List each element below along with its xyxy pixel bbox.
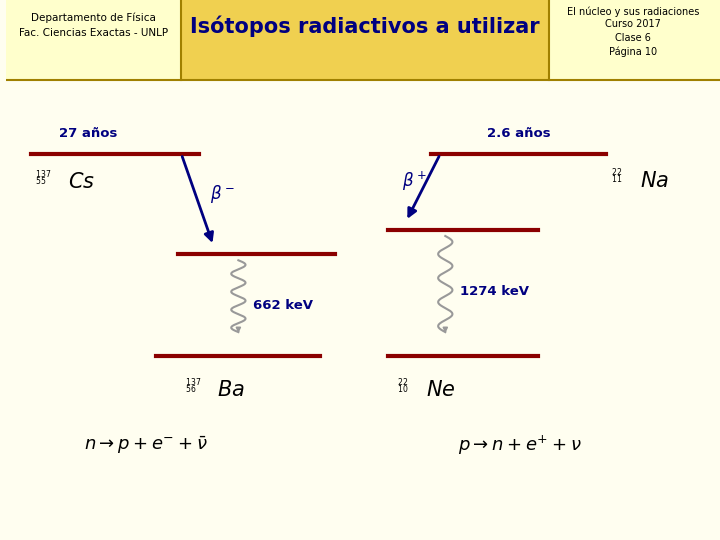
Text: Clase 6: Clase 6 <box>615 33 651 43</box>
Text: $\beta^-$: $\beta^-$ <box>210 184 235 205</box>
Text: $^{22}_{11}$: $^{22}_{11}$ <box>611 167 622 186</box>
Bar <box>6 0 181 80</box>
Bar <box>549 0 720 80</box>
Text: Isótopos radiactivos a utilizar: Isótopos radiactivos a utilizar <box>190 15 540 37</box>
Text: 27 años: 27 años <box>59 127 118 140</box>
Text: Fac. Ciencias Exactas - UNLP: Fac. Ciencias Exactas - UNLP <box>19 29 168 38</box>
Text: 1274 keV: 1274 keV <box>459 285 528 298</box>
Text: $n \rightarrow p + e^{-} + \bar{\nu}$: $n \rightarrow p + e^{-} + \bar{\nu}$ <box>84 435 207 456</box>
Text: $Ba$: $Ba$ <box>217 380 245 401</box>
Text: Departamento de Física: Departamento de Física <box>31 12 156 23</box>
Bar <box>181 0 549 80</box>
Text: $Ne$: $Ne$ <box>426 380 455 401</box>
Text: $^{137}_{55}$: $^{137}_{55}$ <box>35 168 52 188</box>
Text: $Na$: $Na$ <box>640 171 669 191</box>
Text: $p \rightarrow n + e^{+} + \nu$: $p \rightarrow n + e^{+} + \nu$ <box>459 434 582 457</box>
Text: 2.6 años: 2.6 años <box>487 127 551 140</box>
Text: $\beta^+$: $\beta^+$ <box>402 169 427 193</box>
Text: $^{137}_{56}$: $^{137}_{56}$ <box>185 376 202 396</box>
Text: $^{22}_{10}$: $^{22}_{10}$ <box>397 376 409 396</box>
Text: Curso 2017: Curso 2017 <box>605 19 661 29</box>
Text: $Cs$: $Cs$ <box>68 172 95 192</box>
Text: 662 keV: 662 keV <box>253 299 312 312</box>
Text: El núcleo y sus radiaciones: El núcleo y sus radiaciones <box>567 6 699 17</box>
Text: Página 10: Página 10 <box>609 46 657 57</box>
